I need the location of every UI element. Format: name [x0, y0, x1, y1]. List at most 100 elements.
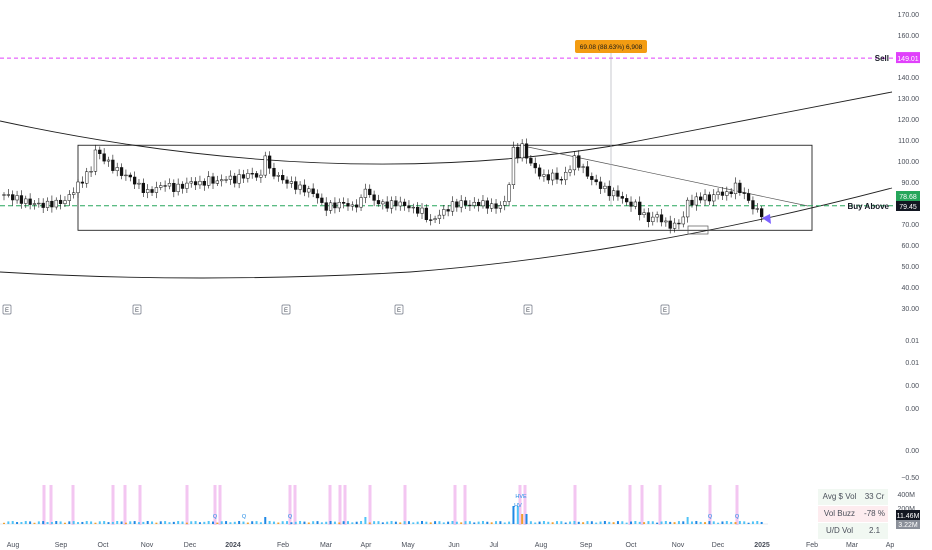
candle-body	[555, 172, 559, 180]
volume-bar	[656, 522, 659, 524]
candle-body	[498, 205, 503, 209]
stats-row-up-down-vol: U/D Vol 2.1	[818, 523, 888, 539]
candle-body	[185, 182, 189, 189]
time-axis-tick: May	[401, 542, 415, 549]
volume-bar	[338, 522, 341, 524]
volume-bar	[608, 521, 611, 524]
candle-body	[638, 201, 642, 216]
volume-highlight-band	[640, 485, 644, 525]
volume-bar	[259, 522, 262, 524]
volume-bar	[490, 522, 493, 524]
volume-bar	[381, 522, 384, 524]
candle-body	[37, 202, 41, 205]
candle-body	[228, 175, 233, 180]
candle-body	[385, 201, 389, 209]
volume-bar	[351, 522, 354, 524]
volume-bar	[312, 521, 315, 524]
volume-extra-label: 3.22M	[898, 522, 918, 529]
volume-pane: HVE HV Q Q Q Q Q	[0, 485, 768, 525]
candle-body	[28, 198, 32, 205]
candle-body	[233, 175, 237, 184]
volume-bar	[704, 522, 707, 524]
candle-body	[250, 173, 254, 175]
volume-bar	[495, 521, 498, 524]
candle-body	[394, 200, 398, 207]
price-axis-tick: 0.01	[905, 360, 919, 367]
candle-body	[659, 214, 664, 223]
candle-body	[442, 209, 446, 216]
volume-bar	[468, 521, 471, 524]
volume-bar	[177, 521, 180, 524]
time-axis-tick: Sep	[55, 542, 68, 549]
volume-bar	[355, 521, 358, 524]
price-axis-tick: 40.00	[901, 285, 919, 292]
volume-bar	[630, 521, 633, 524]
candle-body	[320, 197, 324, 203]
volume-bar	[268, 521, 271, 524]
candle-body	[564, 171, 568, 181]
candle-body	[520, 143, 524, 159]
measure-callout-box	[575, 40, 647, 53]
volume-bar	[124, 522, 127, 524]
volume-bar	[512, 506, 515, 524]
stats-value: 33 Cr	[864, 492, 885, 501]
volume-bar	[33, 522, 36, 524]
stats-label: U/D Vol	[825, 526, 854, 535]
volume-bar	[695, 521, 698, 524]
candle-body	[11, 194, 15, 201]
volume-bar	[690, 521, 693, 524]
candle-body	[611, 190, 616, 197]
candle-body	[172, 182, 176, 192]
candle-body	[594, 179, 598, 183]
candle-body	[590, 176, 594, 180]
volume-bar	[734, 522, 737, 524]
volume-bar	[429, 522, 432, 524]
price-axis-tick: 0.00	[905, 383, 919, 390]
volume-highlight-band	[218, 485, 222, 525]
candle-body	[716, 191, 720, 195]
volume-bar	[129, 521, 132, 524]
candle-body	[189, 181, 193, 184]
volume-bar	[621, 521, 624, 524]
candle-body	[111, 159, 115, 171]
volume-bar	[743, 521, 746, 524]
stats-row-avg-dollar-vol: Avg $ Vol 33 Cr	[818, 489, 888, 505]
volume-bar	[577, 521, 580, 524]
volume-highlight-band	[328, 485, 332, 525]
candle-body	[176, 183, 180, 192]
time-axis-tick: Dec	[184, 542, 197, 549]
candle-body	[324, 202, 328, 211]
volume-bar	[542, 521, 545, 524]
volume-bar	[55, 521, 58, 524]
volume-bar	[133, 521, 136, 524]
candle-body	[211, 176, 215, 184]
candle-body	[598, 181, 603, 189]
candle-body	[472, 201, 476, 206]
volume-last-label: 11.46M	[897, 513, 920, 520]
volume-bar	[390, 521, 393, 524]
candle-body	[363, 188, 368, 198]
volume-highlight-band	[138, 485, 142, 525]
candle-body	[629, 201, 633, 207]
candle-body	[128, 174, 132, 178]
volume-bar	[438, 521, 441, 524]
volume-bar	[116, 521, 119, 524]
candle-body	[664, 220, 668, 223]
buy-above-label: Buy Above	[848, 202, 890, 211]
candle-body	[350, 204, 354, 207]
candle-body	[54, 199, 58, 208]
volume-bar	[242, 521, 245, 524]
volume-bar	[94, 522, 97, 524]
candle-body	[646, 212, 651, 222]
volume-bar	[747, 522, 750, 524]
volume-bar	[137, 522, 140, 524]
candle-body	[755, 208, 759, 210]
volume-marker-hve: HVE	[515, 494, 527, 500]
volume-bar	[516, 506, 519, 524]
candle-body	[93, 149, 98, 172]
volume-bar	[7, 521, 10, 524]
volume-bar	[303, 521, 306, 524]
volume-marker-q: Q	[708, 514, 713, 520]
